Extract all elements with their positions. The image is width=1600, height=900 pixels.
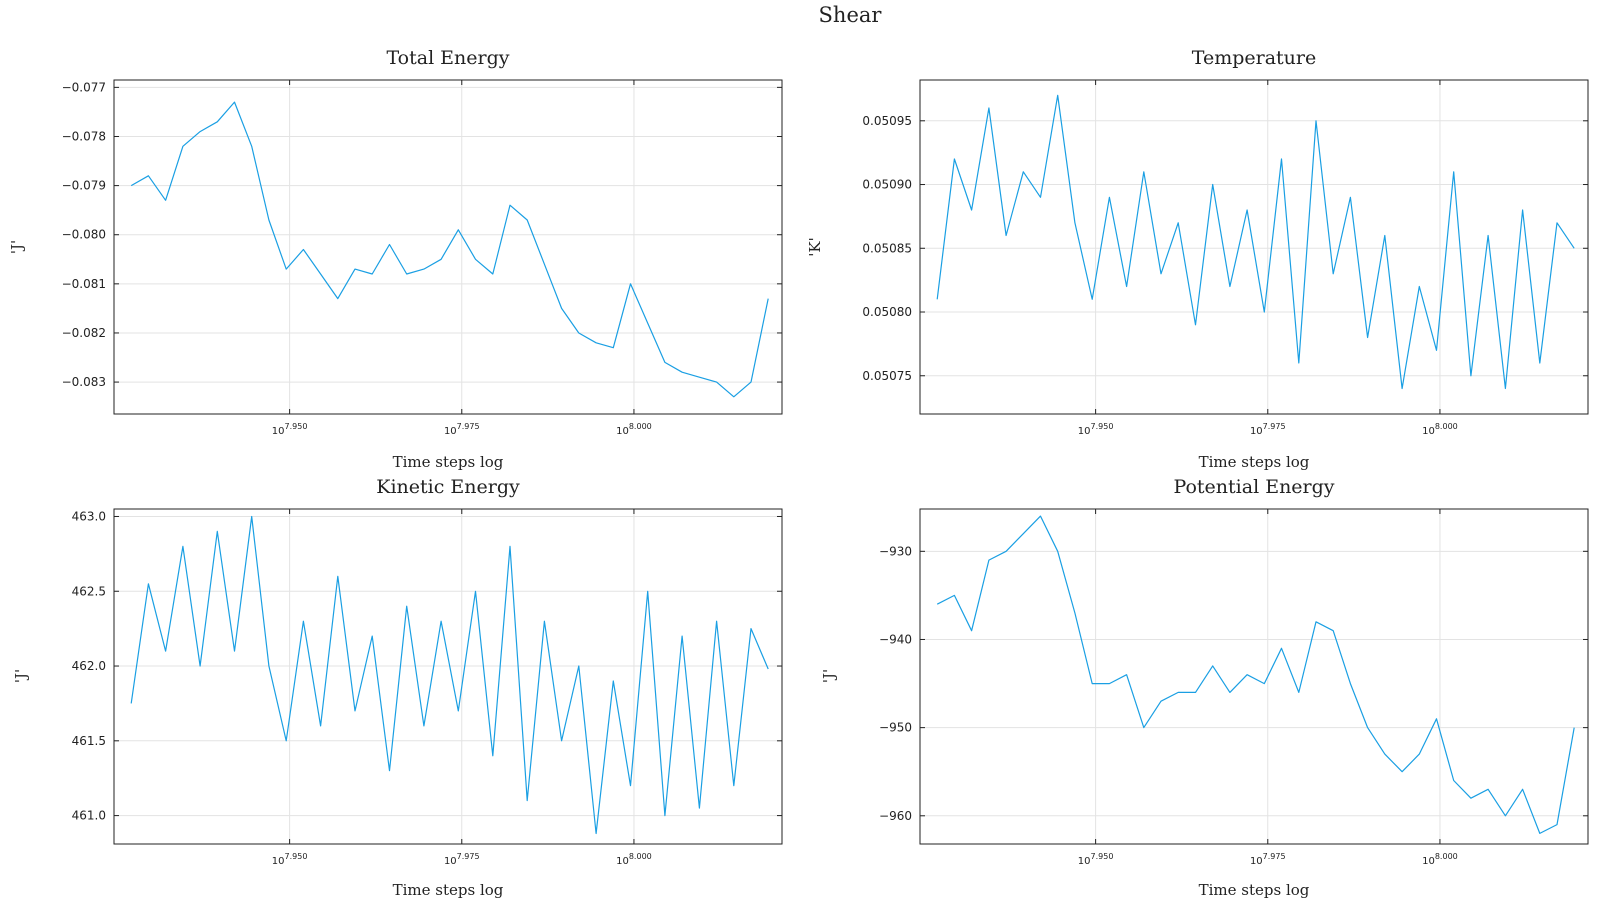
panel-total-energy: Total Energy Time steps log 'J' −0.077 −0… — [8, 47, 783, 471]
x-axis-label: Time steps log — [1199, 881, 1310, 899]
x-tick-label: 107.950 — [272, 422, 308, 437]
x-axis-label: Time steps log — [393, 881, 504, 899]
y-tick-label: −0.078 — [62, 129, 106, 143]
x-tick-label: 107.950 — [1078, 422, 1114, 437]
y-tick-label: 461.5 — [72, 734, 106, 748]
panel-title: Total Energy — [386, 47, 509, 69]
x-tick-label: 108.000 — [616, 852, 652, 867]
y-tick-label: −0.080 — [62, 228, 106, 242]
y-axis-label: 'J' — [8, 240, 26, 254]
y-tick-label: 0.05075 — [862, 369, 912, 383]
x-tick-label: 107.975 — [444, 422, 480, 437]
y-tick-label: −940 — [879, 632, 912, 646]
y-tick-label: −930 — [879, 544, 912, 558]
plot-frame — [113, 79, 783, 415]
y-tick-label: 462.0 — [72, 659, 106, 673]
y-tick-label: −960 — [879, 809, 912, 823]
x-tick-label: 107.950 — [272, 852, 308, 867]
plot-frame — [919, 79, 1589, 415]
x-tick-label: 108.000 — [1422, 852, 1458, 867]
panel-potential-energy: Potential Energy Time steps log 'J' −930… — [820, 476, 1589, 899]
y-tick-label: 0.05080 — [862, 305, 912, 319]
x-tick-label: 107.975 — [1250, 852, 1286, 867]
y-tick-label: −0.081 — [62, 277, 106, 291]
panel-kinetic-energy: Kinetic Energy Time steps log 'J' 463.0 4… — [12, 476, 783, 899]
y-tick-label: −0.079 — [62, 179, 106, 193]
series-line — [936, 94, 1575, 390]
y-tick-label: 463.0 — [72, 509, 106, 523]
y-tick-label: −0.077 — [62, 80, 106, 94]
series-line — [130, 515, 769, 835]
plot-frame — [919, 508, 1589, 845]
x-tick-label: 107.975 — [444, 852, 480, 867]
x-tick-label: 107.975 — [1250, 422, 1286, 437]
plot-frame — [113, 508, 783, 845]
panel-temperature: Temperature Time steps log 'K' 0.05095 0.… — [806, 47, 1589, 471]
series-line — [130, 101, 769, 398]
x-tick-label: 108.000 — [616, 422, 652, 437]
y-axis-label: 'J' — [12, 669, 30, 683]
y-tick-label: −0.082 — [62, 326, 106, 340]
series-line — [936, 515, 1575, 835]
x-tick-label: 108.000 — [1422, 422, 1458, 437]
y-tick-label: 0.05090 — [862, 178, 912, 192]
y-axis-label: 'J' — [820, 669, 838, 683]
panel-title: Potential Energy — [1173, 476, 1334, 498]
y-tick-label: 461.0 — [72, 809, 106, 823]
panel-title: Kinetic Energy — [376, 476, 520, 498]
figure-title: Shear — [819, 3, 883, 27]
panel-title: Temperature — [1192, 47, 1316, 69]
x-tick-label: 107.950 — [1078, 852, 1114, 867]
y-tick-label: 0.05085 — [862, 241, 912, 255]
y-tick-label: 0.05095 — [862, 114, 912, 128]
y-axis-label: 'K' — [806, 237, 824, 256]
x-axis-label: Time steps log — [1199, 453, 1310, 471]
y-tick-label: −950 — [879, 721, 912, 735]
y-tick-label: −0.083 — [62, 375, 106, 389]
y-tick-label: 462.5 — [72, 584, 106, 598]
x-axis-label: Time steps log — [393, 453, 504, 471]
